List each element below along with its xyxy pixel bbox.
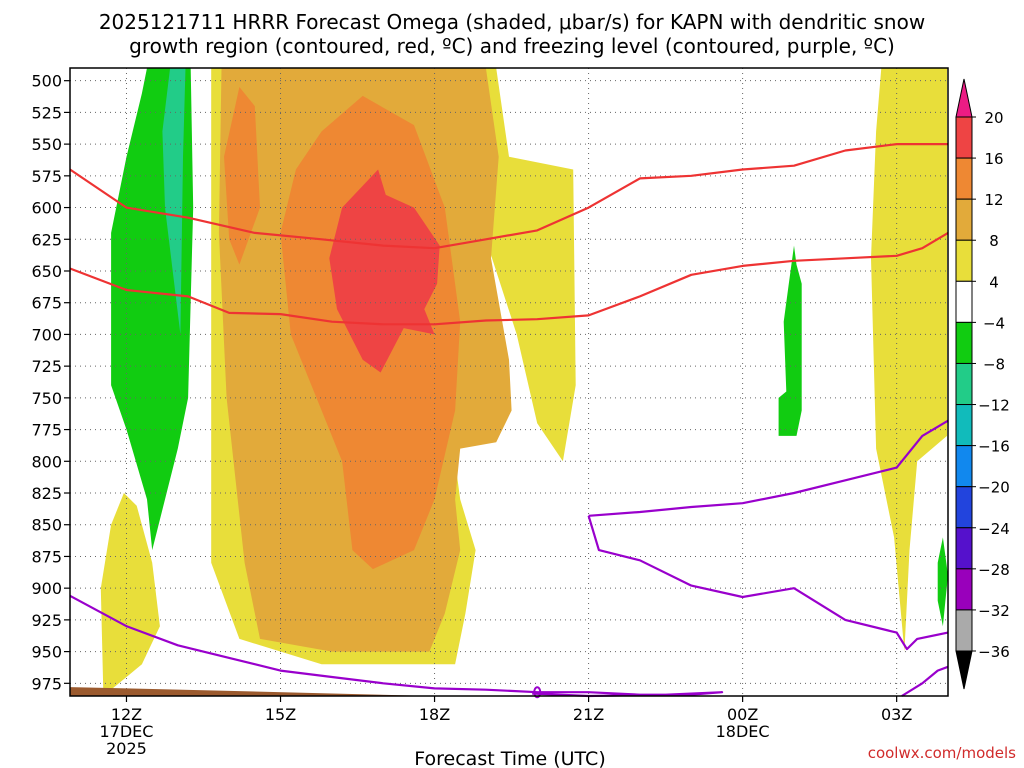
y-tick-label-650: 650 xyxy=(31,262,62,281)
colorbar-label-7: −12 xyxy=(978,397,1010,415)
y-axis-ticks: 500 525 550 575 600 625 650 675 700 725 750 775 800 8… xyxy=(31,72,70,693)
colorbar-segment-9 xyxy=(955,486,973,529)
colorbar-segment-11 xyxy=(955,568,973,611)
y-tick-label-525: 525 xyxy=(31,103,62,122)
omega-region-10 xyxy=(162,68,186,335)
x-axis-title: Forecast Time (UTC) xyxy=(414,748,605,768)
colorbar-label-1: 16 xyxy=(984,150,1003,168)
omega-region-4 xyxy=(224,87,260,265)
x-tick-label-21Z: 21Z xyxy=(573,705,604,724)
colorbar-label-8: −16 xyxy=(978,438,1010,456)
colorbar-segment-6 xyxy=(955,362,973,406)
contour-lines xyxy=(69,143,949,699)
x-tick-date-12Z: 17DEC xyxy=(99,722,153,741)
y-tick-label-825: 825 xyxy=(31,484,62,503)
colorbar-top-arrow xyxy=(955,78,973,118)
omega-region-2 xyxy=(871,68,947,652)
y-tick-label-875: 875 xyxy=(31,547,62,566)
colorbar-segment-10 xyxy=(955,527,973,570)
colorbar-label-9: −20 xyxy=(978,479,1010,497)
colorbar-label-10: −24 xyxy=(978,520,1010,538)
y-tick-label-500: 500 xyxy=(31,72,62,91)
y-tick-label-975: 975 xyxy=(31,674,62,693)
colorbar-label-2: 12 xyxy=(984,191,1003,209)
contour-line-5 xyxy=(901,665,949,697)
omega-region-1 xyxy=(100,493,160,696)
contour-line-0 xyxy=(69,143,948,250)
x-tick-year-12Z: 2025 xyxy=(106,739,147,758)
colorbar-label-11: −28 xyxy=(978,561,1010,579)
chart-title-line-2: growth region (contoured, red, ºC) and f… xyxy=(129,34,895,58)
x-tick-label-15Z: 15Z xyxy=(265,705,296,724)
contour-line-2 xyxy=(69,594,724,698)
y-tick-label-800: 800 xyxy=(31,452,62,471)
colorbar-label-6: −8 xyxy=(983,355,1005,373)
omega-region-6 xyxy=(329,169,440,373)
colorbar-segment-5 xyxy=(955,321,973,364)
x-tick-label-03Z: 03Z xyxy=(881,705,912,724)
y-tick-label-625: 625 xyxy=(31,230,62,249)
colorbar-label-13: −36 xyxy=(978,643,1010,661)
y-tick-label-550: 550 xyxy=(31,135,62,154)
contour-line-4 xyxy=(587,515,949,651)
y-tick-label-950: 950 xyxy=(31,643,62,662)
y-tick-label-925: 925 xyxy=(31,611,62,630)
ground-layer xyxy=(70,687,948,696)
y-tick-label-750: 750 xyxy=(31,389,62,408)
x-tick-date-00Z: 18DEC xyxy=(716,722,770,741)
freezing-level-loop xyxy=(533,686,542,699)
colorbar-segment-12 xyxy=(955,609,973,652)
colorbar-label-0: 20 xyxy=(984,109,1003,127)
y-tick-label-600: 600 xyxy=(31,199,62,218)
omega-region-8 xyxy=(778,245,802,436)
colorbar-bottom-arrow xyxy=(955,650,973,690)
colorbar-label-12: −32 xyxy=(978,602,1010,620)
colorbar-segment-3 xyxy=(955,239,973,282)
colorbar-segment-8 xyxy=(955,445,973,488)
contour-line-3 xyxy=(588,419,949,517)
colorbar: 20 16 12 8 4 −4 −8 −12 −16 −20 −24 −28 −32 −36 xyxy=(955,78,1010,690)
plot-frame xyxy=(69,67,949,697)
x-tick-label-12Z: 12Z xyxy=(111,705,142,724)
y-tick-label-575: 575 xyxy=(31,167,62,186)
y-tick-label-700: 700 xyxy=(31,325,62,344)
colorbar-segment-1 xyxy=(955,157,973,200)
colorbar-segment-4 xyxy=(955,280,973,323)
y-tick-label-725: 725 xyxy=(31,357,62,376)
y-tick-label-900: 900 xyxy=(31,579,62,598)
ground-terrain xyxy=(70,687,948,696)
colorbar-segment-2 xyxy=(955,198,973,241)
contour-line-1 xyxy=(69,231,949,326)
colorbar-label-3: 8 xyxy=(989,232,999,250)
y-tick-label-850: 850 xyxy=(31,516,62,535)
colorbar-label-4: 4 xyxy=(989,273,999,291)
chart-title-line-1: 2025121711 HRRR Forecast Omega (shaded, … xyxy=(99,10,925,34)
colorbar-segment-7 xyxy=(955,404,973,447)
x-tick-label-18Z: 18Z xyxy=(419,705,450,724)
colorbar-segment-0 xyxy=(955,116,973,159)
colorbar-label-5: −4 xyxy=(983,314,1005,332)
site-credit[interactable]: coolwx.com/models xyxy=(868,744,1016,762)
y-tick-label-675: 675 xyxy=(31,294,62,313)
y-tick-label-775: 775 xyxy=(31,421,62,440)
x-tick-label-00Z: 00Z xyxy=(727,705,758,724)
omega-region-9 xyxy=(937,537,948,627)
omega-shaded-regions xyxy=(100,68,948,696)
